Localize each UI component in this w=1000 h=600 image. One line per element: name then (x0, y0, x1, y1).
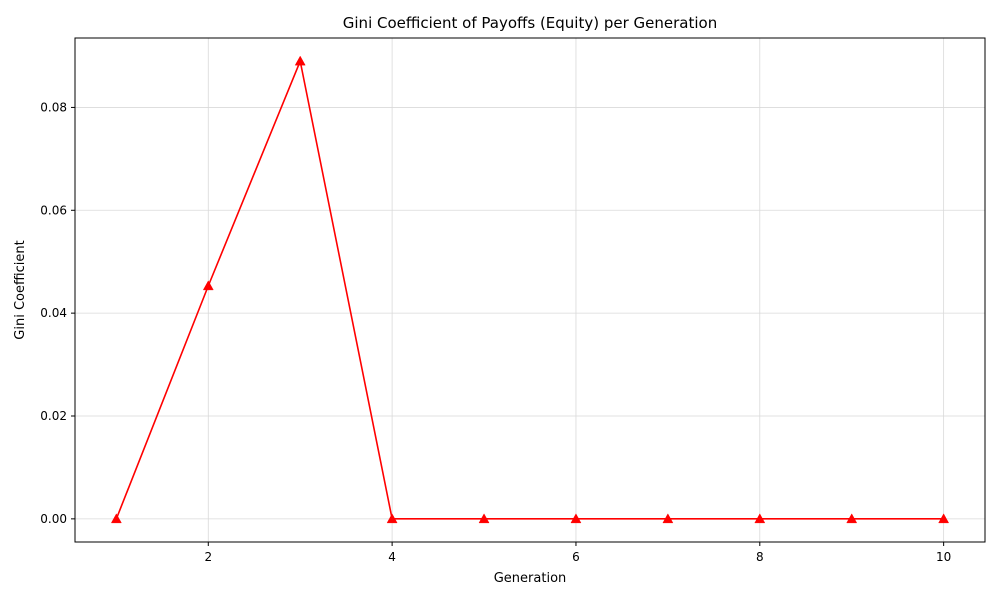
plot-area-frame (74, 37, 986, 543)
x-tick-label: 8 (756, 550, 764, 564)
data-point-triangle (110, 513, 122, 524)
x-tick-label: 2 (204, 550, 212, 564)
data-point-triangle (938, 513, 950, 524)
x-axis-ticks: 2 4 6 8 10 (204, 542, 951, 564)
y-axis-ticks: 0.00 0.02 0.04 0.06 0.08 (40, 100, 75, 526)
data-point-triangle (846, 513, 858, 524)
data-point-triangle (294, 55, 306, 66)
data-point-triangle (478, 513, 490, 524)
series-layer (110, 55, 950, 524)
y-tick-label: 0.00 (40, 512, 67, 526)
data-point-triangle (570, 513, 582, 524)
y-tick-label: 0.04 (40, 306, 67, 320)
x-axis-label: Generation (494, 571, 567, 586)
chart-title: Gini Coefficient of Payoffs (Equity) per… (343, 14, 717, 32)
data-point-triangle (202, 280, 214, 291)
data-point-triangle (754, 513, 766, 524)
y-axis-label: Gini Coefficient (13, 240, 28, 339)
data-point-triangle (662, 513, 674, 524)
y-tick-label: 0.06 (40, 203, 67, 217)
x-tick-label: 6 (572, 550, 580, 564)
y-tick-label: 0.02 (40, 409, 67, 423)
data-point-triangle (386, 513, 398, 524)
series-line (115, 60, 944, 520)
y-tick-label: 0.08 (40, 100, 67, 114)
x-tick-label: 4 (388, 550, 396, 564)
x-tick-label: 10 (936, 550, 951, 564)
